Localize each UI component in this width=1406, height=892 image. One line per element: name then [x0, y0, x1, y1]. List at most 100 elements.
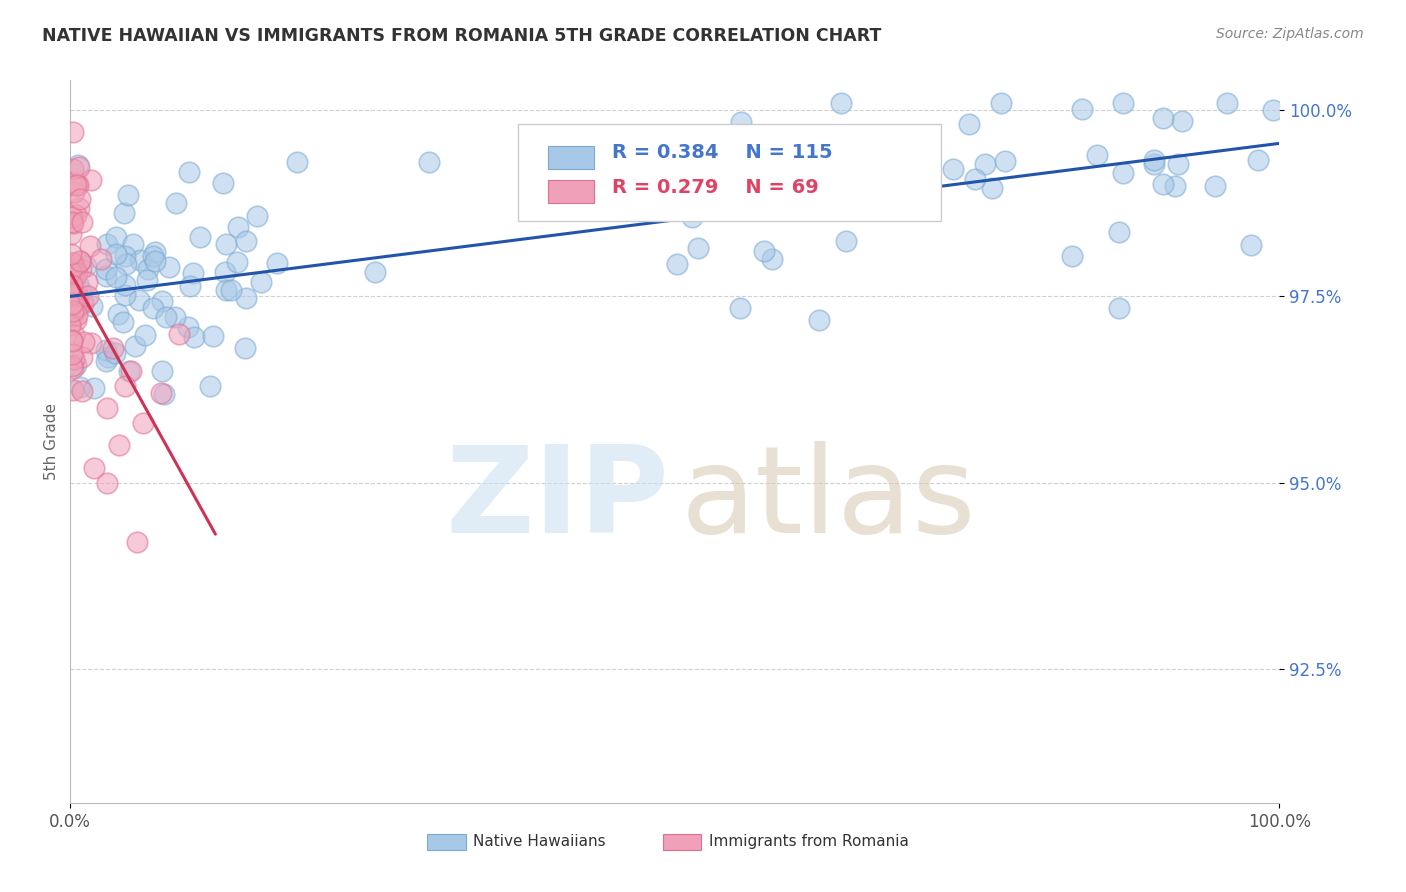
- Point: [219, 283, 242, 297]
- Point: [63, 269, 86, 284]
- Point: [806, 177, 828, 191]
- Point: [60, 347, 83, 361]
- Point: [60, 297, 83, 311]
- Point: [183, 330, 205, 344]
- Point: [152, 387, 174, 401]
- Point: [107, 307, 129, 321]
- Point: [63, 185, 86, 199]
- Point: [145, 244, 167, 259]
- Point: [65, 313, 87, 327]
- Point: [973, 157, 995, 171]
- Point: [80, 173, 103, 187]
- Point: [67, 161, 90, 175]
- Point: [65, 178, 87, 192]
- Point: [105, 230, 128, 244]
- Point: [183, 266, 205, 280]
- Point: [128, 252, 150, 267]
- Point: [142, 301, 165, 316]
- Point: [695, 167, 717, 181]
- Point: [965, 171, 987, 186]
- Point: [666, 257, 689, 271]
- Point: [96, 475, 118, 490]
- Point: [65, 208, 87, 222]
- Point: [681, 210, 703, 224]
- Text: Native Hawaiians: Native Hawaiians: [472, 834, 606, 849]
- Point: [1167, 157, 1189, 171]
- Point: [62, 360, 84, 375]
- Point: [60, 227, 83, 241]
- Point: [83, 460, 105, 475]
- Point: [201, 329, 224, 343]
- Point: [105, 270, 128, 285]
- Point: [142, 248, 165, 262]
- Text: R = 0.279    N = 69: R = 0.279 N = 69: [612, 178, 818, 197]
- Point: [752, 244, 775, 259]
- Point: [60, 334, 83, 349]
- Point: [76, 276, 98, 290]
- Point: [135, 273, 157, 287]
- Point: [60, 256, 83, 270]
- Point: [1263, 103, 1285, 117]
- Point: [65, 300, 87, 314]
- Point: [75, 259, 97, 273]
- Point: [114, 287, 136, 301]
- Point: [1143, 157, 1166, 171]
- Point: [104, 346, 127, 360]
- Point: [669, 147, 692, 161]
- Point: [97, 350, 120, 364]
- Point: [167, 326, 190, 341]
- Point: [1108, 301, 1130, 315]
- Point: [117, 187, 139, 202]
- Bar: [662, 834, 702, 850]
- Text: ZIP: ZIP: [446, 441, 669, 558]
- Point: [905, 141, 928, 155]
- Point: [66, 277, 89, 291]
- Point: [62, 286, 84, 301]
- Point: [94, 269, 117, 284]
- Text: Immigrants from Romania: Immigrants from Romania: [709, 834, 908, 849]
- Point: [69, 253, 91, 268]
- Point: [990, 95, 1012, 110]
- Point: [246, 209, 269, 223]
- Point: [77, 289, 100, 303]
- Point: [66, 159, 89, 173]
- Point: [1087, 148, 1109, 162]
- Point: [228, 219, 250, 234]
- Point: [114, 378, 136, 392]
- Text: NATIVE HAWAIIAN VS IMMIGRANTS FROM ROMANIA 5TH GRADE CORRELATION CHART: NATIVE HAWAIIAN VS IMMIGRANTS FROM ROMAN…: [42, 27, 882, 45]
- Point: [66, 308, 89, 322]
- Point: [215, 236, 238, 251]
- Point: [65, 359, 87, 373]
- Point: [62, 384, 84, 398]
- Point: [66, 266, 89, 280]
- Point: [730, 301, 752, 315]
- Point: [132, 416, 155, 430]
- Point: [67, 202, 90, 216]
- Point: [120, 364, 142, 378]
- Point: [80, 336, 103, 351]
- Point: [179, 278, 201, 293]
- Point: [63, 301, 86, 315]
- Point: [730, 115, 752, 129]
- Point: [60, 265, 83, 279]
- Point: [62, 124, 84, 138]
- Point: [157, 260, 180, 274]
- Point: [980, 180, 1002, 194]
- Point: [112, 206, 135, 220]
- Point: [65, 176, 87, 190]
- Point: [63, 351, 86, 366]
- Point: [1247, 153, 1270, 167]
- Point: [101, 342, 124, 356]
- Y-axis label: 5th Grade: 5th Grade: [44, 403, 59, 480]
- Point: [59, 318, 82, 332]
- Point: [60, 280, 83, 294]
- FancyBboxPatch shape: [517, 124, 941, 221]
- Point: [63, 261, 86, 276]
- Point: [214, 265, 236, 279]
- Point: [62, 162, 84, 177]
- Point: [688, 241, 710, 255]
- Point: [807, 313, 830, 327]
- Point: [96, 236, 118, 251]
- Point: [163, 310, 186, 324]
- Point: [66, 288, 89, 302]
